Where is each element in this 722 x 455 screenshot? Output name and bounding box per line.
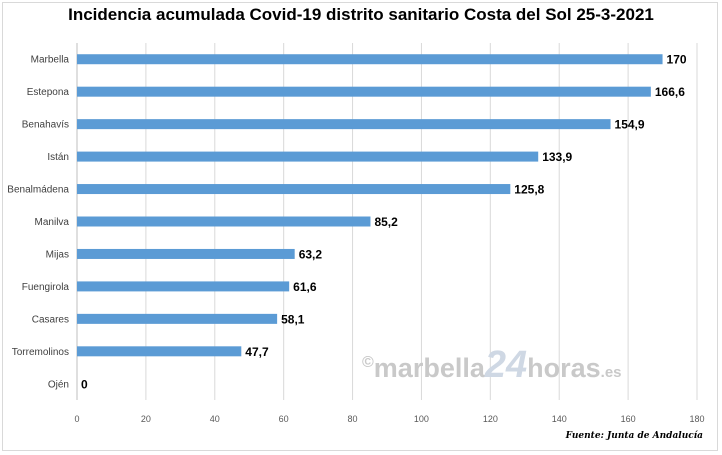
bars bbox=[77, 54, 663, 357]
watermark-domain: .es bbox=[600, 364, 622, 381]
bar bbox=[77, 248, 295, 259]
watermark-suffix: horas bbox=[527, 353, 601, 383]
category-label: Benalmádena bbox=[7, 185, 69, 196]
bar bbox=[77, 216, 371, 227]
data-label: 63,2 bbox=[299, 247, 323, 261]
data-label: 125,8 bbox=[514, 183, 544, 197]
bar bbox=[77, 86, 651, 97]
data-label: 154,9 bbox=[615, 118, 645, 132]
category-label: Ojén bbox=[48, 379, 69, 390]
bar bbox=[77, 184, 511, 195]
data-label: 166,6 bbox=[655, 85, 685, 99]
chart-title: Incidencia acumulada Covid-19 distrito s… bbox=[68, 5, 654, 24]
x-tick-label: 120 bbox=[483, 414, 498, 424]
x-tick-label: 80 bbox=[348, 414, 358, 424]
bar bbox=[77, 119, 611, 130]
data-label: 47,7 bbox=[245, 345, 269, 359]
category-label: Marbella bbox=[31, 55, 70, 66]
x-tick-label: 180 bbox=[689, 414, 704, 424]
category-label: Torremolinos bbox=[12, 347, 69, 358]
category-label: Benahavís bbox=[22, 120, 69, 131]
data-label: 61,6 bbox=[293, 280, 317, 294]
data-label: 133,9 bbox=[542, 150, 572, 164]
data-label: 58,1 bbox=[281, 312, 305, 326]
category-label: Estepona bbox=[27, 87, 70, 98]
bar bbox=[77, 151, 539, 162]
x-tick-label: 140 bbox=[552, 414, 567, 424]
x-tick-label: 60 bbox=[279, 414, 289, 424]
bar bbox=[77, 346, 242, 357]
x-tick-label: 100 bbox=[414, 414, 429, 424]
category-label: Mijas bbox=[46, 249, 69, 260]
category-label: Istán bbox=[47, 152, 69, 163]
data-label: 0 bbox=[81, 377, 88, 391]
category-label: Manilva bbox=[35, 217, 70, 228]
x-tick-label: 40 bbox=[210, 414, 220, 424]
x-tick-label: 20 bbox=[141, 414, 151, 424]
bar bbox=[77, 281, 290, 292]
x-tick-label: 160 bbox=[621, 414, 636, 424]
category-label: Casares bbox=[32, 314, 69, 325]
watermark-number: 24 bbox=[484, 344, 528, 386]
watermark-brand: marbella bbox=[373, 353, 485, 383]
bar bbox=[77, 313, 278, 324]
watermark-logo: ©marbella24horas.es bbox=[362, 346, 622, 384]
data-label: 85,2 bbox=[374, 215, 398, 229]
category-label: Fuengirola bbox=[22, 282, 70, 293]
source-note: Fuente: Junta de Andalucía bbox=[565, 431, 703, 441]
labels: 0 20 40 60 80 100 120 140 160 180 Marbella 170 Estep… bbox=[7, 53, 704, 424]
data-label: 170 bbox=[667, 53, 687, 67]
bar bbox=[77, 54, 663, 65]
watermark-copyright: © bbox=[362, 354, 374, 371]
x-tick-label: 0 bbox=[74, 414, 79, 424]
